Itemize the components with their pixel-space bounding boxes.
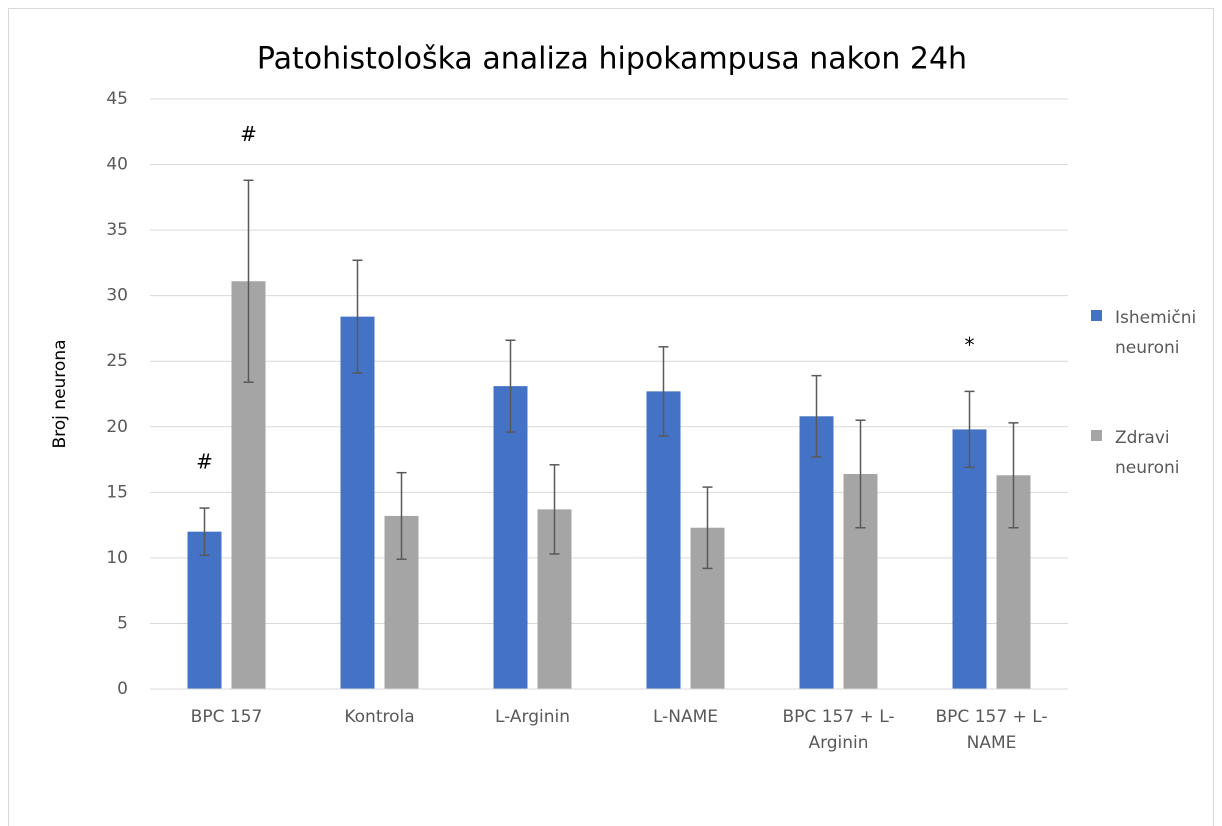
error-bar <box>505 339 516 433</box>
y-tick-label: 5 <box>117 613 128 633</box>
bar <box>799 416 834 689</box>
error-bar <box>352 259 363 374</box>
error-bar <box>855 419 866 529</box>
error-bar <box>702 486 713 570</box>
error-bar <box>396 471 407 560</box>
bar <box>952 429 987 689</box>
bar <box>187 531 222 689</box>
y-tick-label: 15 <box>106 482 128 502</box>
x-tick-label: BPC 157 <box>190 707 263 727</box>
y-tick-label: 35 <box>106 220 128 240</box>
legend-label: Ishemični neuroni <box>1115 308 1197 358</box>
bar <box>493 386 528 689</box>
error-bar <box>811 374 822 458</box>
chart-border <box>8 8 1214 826</box>
x-tick-label: BPC 157 + L-Arginin <box>782 707 895 753</box>
y-tick-label: 20 <box>106 417 128 437</box>
annotation: # <box>240 122 257 146</box>
error-bar <box>199 507 210 557</box>
legend-swatch <box>1091 310 1102 321</box>
bar <box>646 391 681 689</box>
y-tick-label: 45 <box>106 89 128 109</box>
error-bar <box>658 346 669 437</box>
y-tick-label: 40 <box>106 155 128 175</box>
annotation: * <box>965 333 975 357</box>
error-bar <box>549 464 560 555</box>
bar <box>340 316 375 689</box>
y-tick-label: 0 <box>117 679 128 699</box>
y-tick-label: 30 <box>106 286 128 306</box>
y-tick-label: 25 <box>106 351 128 371</box>
x-tick-label: L-Arginin <box>494 707 571 727</box>
error-bar <box>1008 422 1019 529</box>
y-tick-label: 10 <box>106 548 128 568</box>
error-bar <box>243 179 254 383</box>
legend-label: Zdravi neuroni <box>1115 428 1180 478</box>
annotation: # <box>196 450 213 474</box>
x-tick-label: L-NAME <box>652 707 719 727</box>
x-tick-label: Kontrola <box>344 707 415 727</box>
x-tick-label: BPC 157 + L-NAME <box>935 707 1048 753</box>
error-bar <box>964 390 975 469</box>
chart-title: Patohistološka analiza hipokampusa nakon… <box>257 42 967 77</box>
y-axis-label: Broj neurona <box>50 339 70 448</box>
legend-swatch <box>1091 430 1102 441</box>
